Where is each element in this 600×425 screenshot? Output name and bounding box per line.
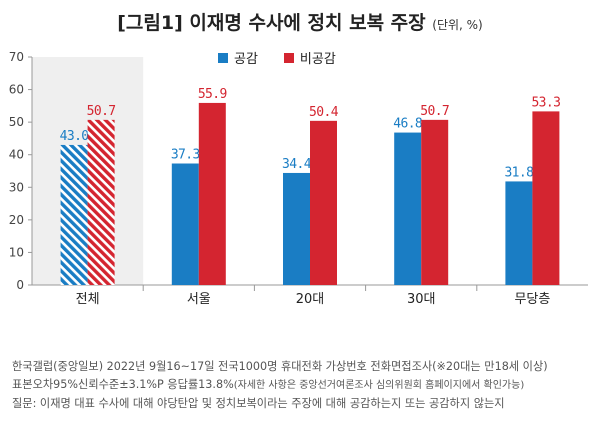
x-category-label: 30대 [407,292,436,307]
x-category-label: 서울 [187,292,211,307]
value-label-agree: 31.8 [504,165,533,180]
bar-disagree [310,120,337,285]
value-label-disagree: 53.3 [531,95,560,110]
legend-item-agree: 공감 [218,48,258,67]
x-category-label: 전체 [76,292,100,307]
y-tick-label: 60 [9,83,24,97]
bar-agree [171,163,199,285]
value-label-agree: 37.3 [171,148,200,163]
y-tick-label: 20 [9,213,24,227]
y-tick-label: 40 [9,148,24,162]
bar-agree [505,181,533,285]
y-tick-label: 50 [9,115,24,129]
x-category-label: 20대 [296,292,325,307]
bar-disagree [198,102,226,285]
y-tick-label: 30 [9,180,24,194]
bar-disagree [87,119,115,285]
chart-title-text: [그림1] 이재명 수사에 정치 보복 주장 [117,12,426,34]
value-label-agree: 43.0 [60,129,89,144]
value-label-disagree: 50.4 [309,105,339,120]
value-label-agree: 34.4 [282,157,312,172]
y-tick-label: 10 [9,245,24,259]
legend-swatch-agree [218,52,228,63]
y-tick-label: 0 [16,278,24,292]
note-margin-detail: (자세한 사항은 중앙선거여론조사 심의위원회 홈페이지에서 확인가능) [233,380,525,391]
chart-title: [그림1] 이재명 수사에 정치 보복 주장 (단위, %) [0,8,600,35]
legend-label-disagree: 비공감 [299,52,336,67]
note-margin-main: 표본오차95%신뢰수준±3.1%P 응답률13.8% [12,378,234,391]
value-label-disagree: 55.9 [198,87,227,102]
x-category-label: 무당층 [514,292,550,307]
value-label-disagree: 50.7 [420,104,449,119]
bar-disagree [421,119,449,285]
bar-disagree [532,111,560,285]
legend-item-disagree: 비공감 [283,48,336,67]
legend-label-agree: 공감 [234,52,258,67]
chart-notes: 한국갤럽(중앙일보) 2022년 9월16~17일 전국1000명 휴대전화 가… [12,358,596,413]
y-tick-label: 70 [9,50,24,64]
value-label-agree: 46.8 [393,117,422,132]
legend-swatch-disagree [283,52,294,63]
bar-agree [60,144,88,285]
bar-agree [394,132,422,285]
bar-agree [283,172,310,285]
chart-unit: (단위, %) [432,18,483,32]
note-source: 한국갤럽(중앙일보) 2022년 9월16~17일 전국1000명 휴대전화 가… [12,360,548,373]
note-question: 질문: 이재명 대표 수사에 대해 야당탄압 및 정치보복이라는 주장에 대해 … [12,397,505,410]
value-label-disagree: 50.7 [87,104,116,119]
note-margin: 표본오차95%신뢰수준±3.1%P 응답률13.8%(자세한 사항은 중앙선거여… [12,376,596,395]
chart-legend: 공감 비공감 [218,48,336,67]
bar-chart: 0 10 20 30 40 50 60 70 43.0 50.7 전체 37.3 55.9 서울 34.4 5… [9,50,588,307]
